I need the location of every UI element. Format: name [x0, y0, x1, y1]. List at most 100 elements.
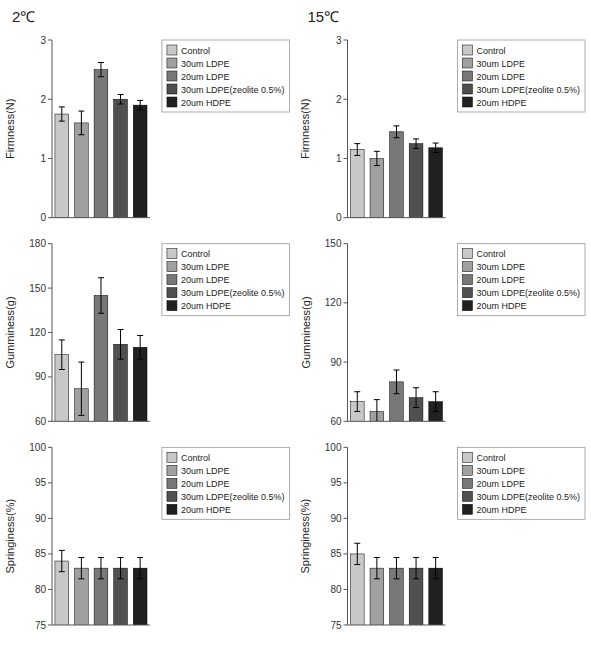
error-bar	[137, 335, 143, 359]
y-axis	[52, 40, 53, 218]
y-tick	[48, 243, 52, 244]
y-tick	[48, 518, 52, 519]
x-axis	[52, 217, 150, 218]
error-bar	[137, 100, 143, 109]
legend-swatch	[167, 249, 177, 259]
title: 15℃	[308, 8, 340, 25]
legend-frame	[162, 40, 290, 112]
y-tick	[48, 40, 52, 41]
y-tick-label: 150	[29, 283, 46, 294]
error-bar	[393, 557, 399, 578]
x-axis	[52, 625, 150, 626]
legend-swatch	[167, 262, 177, 272]
y-axis	[52, 447, 53, 625]
legend-swatch	[167, 491, 177, 501]
y-tick-label: 95	[330, 477, 342, 488]
y-tick	[344, 518, 348, 519]
bar	[114, 99, 128, 217]
error-bar	[433, 143, 439, 152]
bar	[133, 105, 147, 218]
legend-swatch	[462, 97, 472, 107]
y-tick	[48, 217, 52, 218]
legend: Control 30um LDPE 20um LDPE 30um LDPE(zeoli…	[162, 244, 290, 316]
legend: Control30um LDPE20um LDPE30um LDPE(zeoli…	[457, 40, 585, 112]
error-bar	[413, 388, 419, 408]
legend-label: 30um LDPE(zeolite 0.5%)	[476, 85, 580, 95]
legend-swatch	[167, 84, 177, 94]
legend-label: 20um LDPE	[181, 479, 230, 489]
legend-swatch	[462, 452, 472, 462]
y-tick-label: 120	[325, 297, 342, 308]
legend-label: 30um LDPE	[181, 466, 230, 476]
legend-swatch	[462, 478, 472, 488]
legend-swatch	[167, 288, 177, 298]
y-tick-label: 120	[29, 327, 46, 338]
error-bar	[393, 370, 399, 394]
y-tick	[48, 589, 52, 590]
marks	[350, 543, 442, 625]
error-bar	[98, 278, 104, 314]
legend-swatch	[462, 45, 472, 55]
marks	[55, 63, 147, 218]
legend-label: 20um LDPE	[476, 72, 525, 82]
error-bar	[354, 543, 360, 564]
bar	[390, 132, 404, 218]
y-tick-label: 75	[330, 620, 342, 631]
bar	[409, 144, 423, 218]
error-bar	[59, 550, 65, 571]
y-tick-label: 100	[29, 442, 46, 453]
y-tick	[344, 625, 348, 626]
panel: Control30um LDPE20um LDPE30um LDPE(zeoli…	[4, 442, 290, 647]
y-axis	[347, 40, 348, 218]
marks	[55, 550, 147, 625]
legend-label: 20um HDPE	[181, 301, 231, 311]
y-tick	[344, 447, 348, 448]
y-tick-label: 60	[35, 416, 47, 427]
y-tick	[48, 99, 52, 100]
legend-swatch	[462, 84, 472, 94]
marks	[350, 126, 442, 218]
y-tick-label: 85	[330, 548, 342, 559]
error-bar	[118, 330, 124, 360]
error-bar	[374, 400, 380, 422]
legend-frame	[457, 40, 585, 112]
y-tick	[344, 217, 348, 218]
error-bar	[354, 392, 360, 412]
legend-swatch	[462, 301, 472, 311]
y-tick	[344, 553, 348, 554]
error-bar	[413, 139, 419, 148]
y-tick-label: 0	[336, 212, 342, 223]
y-tick	[48, 625, 52, 626]
legend-swatch	[167, 97, 177, 107]
legend-swatch	[167, 452, 177, 462]
legend-label: 20um LDPE	[181, 275, 230, 285]
legend-label: 30um LDPE(zeolite 0.5%)	[181, 492, 285, 502]
error-bar	[374, 557, 380, 578]
y-axis	[347, 447, 348, 625]
bar	[94, 70, 108, 218]
bar	[94, 295, 108, 421]
legend-swatch	[167, 58, 177, 68]
marks	[350, 370, 442, 421]
y-tick-label: 90	[330, 357, 342, 368]
legend-swatch	[167, 478, 177, 488]
title: 2℃	[12, 8, 35, 25]
y-tick-label: 150	[325, 238, 342, 249]
y-tick	[344, 421, 348, 422]
y-tick-label: 3	[40, 35, 46, 46]
legend-label: 20um LDPE	[476, 275, 525, 285]
legend-label: Control	[181, 249, 210, 259]
legend-swatch	[167, 45, 177, 55]
y-tick-label: 90	[330, 513, 342, 524]
legend-label: 30um LDPE	[181, 262, 230, 272]
legend-label: Control	[181, 46, 210, 56]
error-bar	[98, 557, 104, 578]
legend-swatch	[167, 275, 177, 285]
error-bar	[59, 340, 65, 370]
error-bar	[433, 557, 439, 578]
error-bar	[118, 557, 124, 578]
y-tick	[48, 553, 52, 554]
legend-label: 30um LDPE(zeolite 0.5%)	[181, 288, 285, 298]
legend-label: 30um LDPE(zeolite 0.5%)	[476, 492, 580, 502]
y-tick-label: 3	[336, 35, 342, 46]
